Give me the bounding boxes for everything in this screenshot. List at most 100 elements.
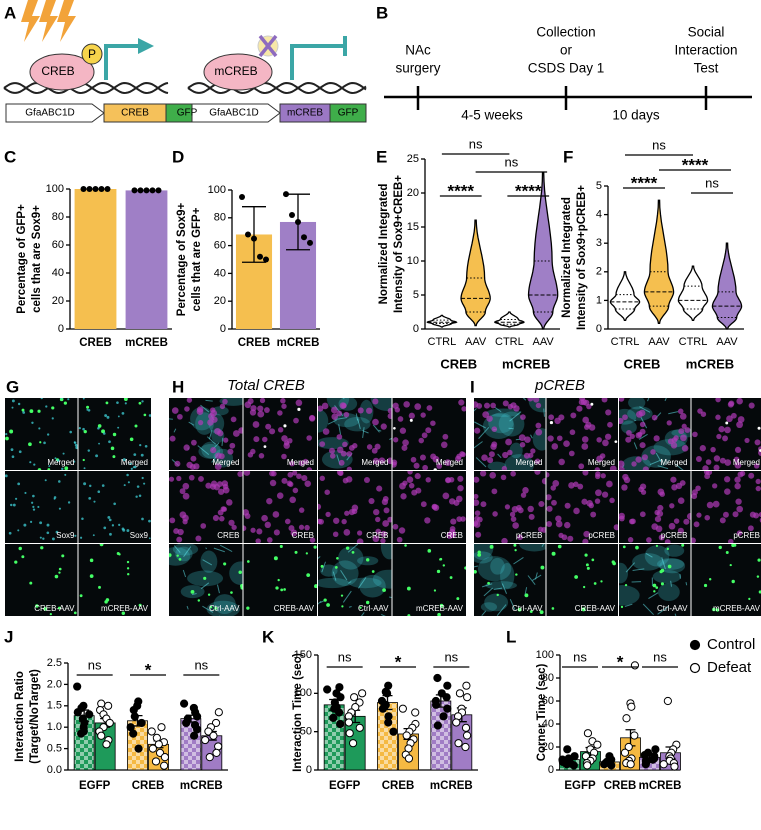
y-tick-label: 2.5 xyxy=(47,657,62,669)
data-point xyxy=(630,661,640,670)
x-tick-label: CREB xyxy=(132,780,165,792)
data-point xyxy=(402,731,411,740)
data-point xyxy=(245,231,251,238)
violin-body xyxy=(527,171,559,330)
data-point xyxy=(462,731,472,740)
panel-label: C xyxy=(4,147,16,166)
data-point xyxy=(239,193,245,200)
micrograph: Merged xyxy=(243,398,317,470)
tile-label: Merged xyxy=(47,458,74,467)
micrograph: Ctrl-AAV xyxy=(474,544,546,616)
y-axis-label: Normalized Integrated xyxy=(378,184,390,305)
y-tick-label: 40 xyxy=(52,267,64,279)
data-point xyxy=(283,191,289,198)
data-point xyxy=(442,693,451,702)
tile-label: mCREB-AAV xyxy=(416,604,464,613)
x-tick-label: mCREB xyxy=(180,780,223,792)
group-label: mCREB xyxy=(502,356,550,371)
y-tick-label: 20 xyxy=(52,295,64,307)
violin-body xyxy=(677,265,709,322)
y-tick-label: 100 xyxy=(46,183,64,195)
x-tick-label: CTRL xyxy=(611,336,640,348)
data-point xyxy=(98,186,105,192)
y-tick-label: 100 xyxy=(294,687,312,699)
data-point xyxy=(335,708,344,717)
data-point xyxy=(627,702,636,711)
data-point xyxy=(104,701,113,710)
data-point xyxy=(137,187,144,194)
y-tick-label: 1 xyxy=(596,294,602,306)
bar xyxy=(125,190,168,329)
panel-label: E xyxy=(376,147,387,166)
y-axis-label: cells that are Sox9+ xyxy=(31,205,43,313)
data-point xyxy=(86,186,93,192)
micrograph: mCREB-AAV xyxy=(78,544,151,616)
significance-label: ns xyxy=(705,175,719,190)
micrograph: CREB-AAV xyxy=(243,544,317,616)
data-point xyxy=(307,239,313,246)
y-axis-label: Percentage of GFP+ xyxy=(16,204,28,314)
data-point xyxy=(182,718,191,728)
data-point xyxy=(329,713,338,722)
tile-label: Merged xyxy=(361,458,388,467)
y-tick-label: 100 xyxy=(208,184,226,196)
event: Test xyxy=(694,61,719,76)
violin-body xyxy=(426,314,458,328)
data-point xyxy=(651,745,660,754)
tile-label: CREB xyxy=(217,531,239,540)
data-point xyxy=(384,718,393,727)
cross xyxy=(258,34,278,58)
significance-label: ns xyxy=(505,154,519,169)
data-point xyxy=(209,731,218,740)
y-tick-label: 0 xyxy=(220,323,226,335)
tile-label: CREB-AAV xyxy=(34,604,75,613)
data-point xyxy=(663,696,672,706)
event: Social xyxy=(688,25,725,40)
micrograph: CREB-AAV xyxy=(546,544,618,616)
data-point xyxy=(130,712,139,721)
event: or xyxy=(560,43,573,58)
y-tick-label: 3 xyxy=(596,237,602,249)
data-point xyxy=(583,761,592,770)
y-axis-label: Normalized Integrated xyxy=(561,197,573,318)
data-point xyxy=(411,708,420,717)
micrograph: Merged xyxy=(474,398,546,470)
data-point xyxy=(289,212,295,219)
data-point xyxy=(251,235,257,242)
data-point xyxy=(179,699,189,708)
data-point xyxy=(433,721,442,730)
y-tick-label: 0 xyxy=(413,323,419,335)
significance-label: **** xyxy=(631,173,658,192)
data-point xyxy=(160,761,169,770)
micrograph: pCREB xyxy=(546,471,618,543)
y-axis-label: Intensity of Sox9+pCREB+ xyxy=(576,185,588,330)
y-axis-label: Percentage of Sox9+ xyxy=(176,202,188,316)
arrow xyxy=(104,44,140,80)
micrograph: Merged xyxy=(546,398,618,470)
x-tick-label: AAV xyxy=(533,336,555,348)
y-tick-label: 80 xyxy=(214,212,226,224)
lightning xyxy=(21,0,76,42)
data-point xyxy=(351,703,360,712)
data-point xyxy=(73,708,82,717)
panel-label: B xyxy=(376,3,388,22)
significance-label: ns xyxy=(653,649,667,664)
micrograph: Merged xyxy=(78,398,151,470)
data-point xyxy=(454,739,463,748)
significance-label: **** xyxy=(448,181,475,200)
data-point xyxy=(455,689,465,698)
data-point xyxy=(295,218,301,225)
data-point xyxy=(205,753,214,762)
protein-label: CREB xyxy=(41,64,74,78)
legend-label: Defeat xyxy=(707,659,752,676)
tile-label: CREB xyxy=(441,531,463,540)
y-tick-label: 10 xyxy=(407,255,419,267)
x-tick-label: EGFP xyxy=(564,780,596,792)
data-point xyxy=(214,708,223,717)
micrograph: mCREB-AAV xyxy=(691,544,761,616)
significance-label: **** xyxy=(682,155,709,174)
data-point xyxy=(461,723,471,732)
violin-body xyxy=(711,242,743,330)
x-tick-label: AAV xyxy=(648,336,670,348)
